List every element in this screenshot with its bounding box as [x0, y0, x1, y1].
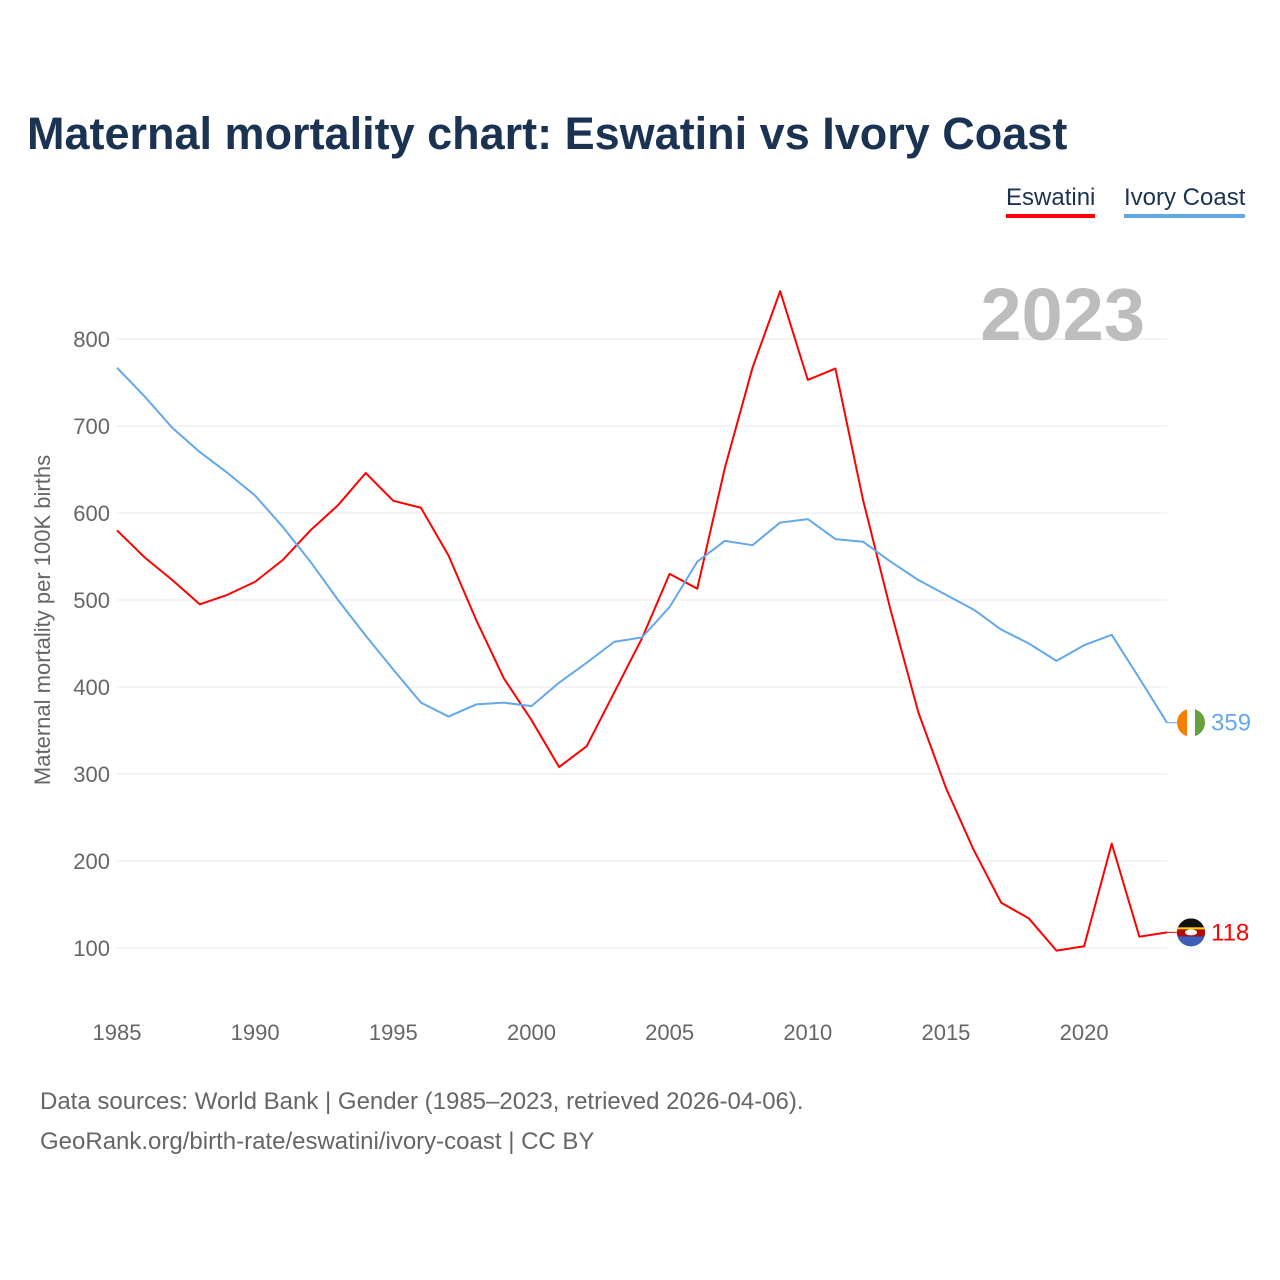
y-tick-label: 600	[73, 501, 110, 526]
y-tick-label: 100	[73, 936, 110, 961]
footer-sources: Data sources: World Bank | Gender (1985–…	[40, 1088, 804, 1115]
end-value-label: 359	[1211, 710, 1251, 737]
series-line-eswatini	[116, 290, 1168, 952]
y-tick-label: 400	[73, 675, 110, 700]
eswatini-flag-icon	[1167, 918, 1205, 947]
legend-ivory-coast[interactable]: Ivory Coast	[1124, 184, 1246, 218]
x-tick-label: 2010	[783, 1020, 832, 1045]
x-tick-label: 1990	[231, 1020, 280, 1045]
end-value-label: 118	[1211, 919, 1249, 946]
x-tick-label: 1985	[93, 1020, 142, 1045]
y-tick-label: 300	[73, 762, 110, 787]
legend-eswatini[interactable]: Eswatini	[1006, 184, 1096, 218]
footer-link[interactable]: GeoRank.org/birth-rate/eswatini/ivory-co…	[40, 1128, 595, 1155]
y-axis-label: Maternal mortality per 100K births	[30, 455, 55, 785]
y-tick-label: 800	[73, 327, 110, 352]
y-tick-label: 500	[73, 588, 110, 613]
ivory-coast-flag-icon	[1167, 708, 1205, 737]
x-tick-label: 1995	[369, 1020, 418, 1045]
series-line-ivory-coast	[116, 367, 1168, 724]
chart-title: Maternal mortality chart: Eswatini vs Iv…	[27, 108, 1068, 159]
y-tick-label: 200	[73, 849, 110, 874]
year-watermark: 2023	[980, 273, 1145, 356]
x-tick-label: 2005	[645, 1020, 694, 1045]
y-tick-label: 700	[73, 414, 110, 439]
x-tick-label: 2015	[921, 1020, 970, 1045]
x-tick-label: 2000	[507, 1020, 556, 1045]
x-tick-label: 2020	[1060, 1020, 1109, 1045]
